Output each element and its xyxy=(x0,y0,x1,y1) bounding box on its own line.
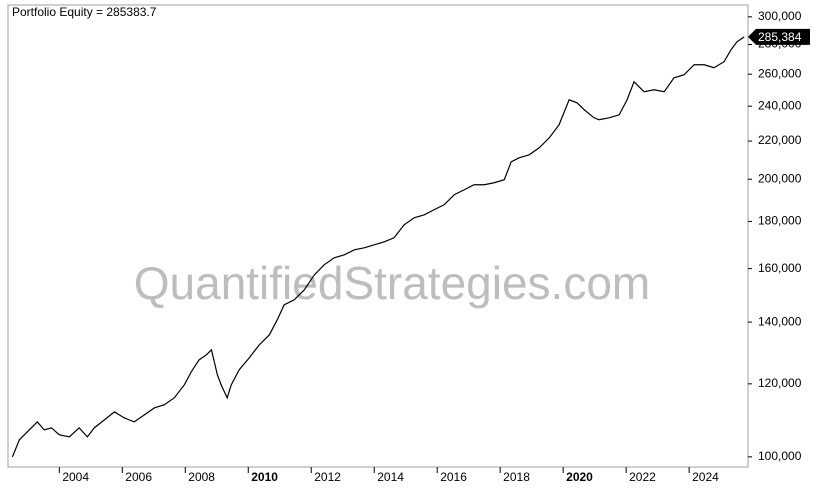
plot-frame xyxy=(7,4,749,468)
y-tick-label: 220,000 xyxy=(758,133,802,147)
y-tick-label: 120,000 xyxy=(758,376,802,390)
x-tick-label: 2006 xyxy=(125,470,152,484)
chart-title: Portfolio Equity = 285383.7 xyxy=(12,5,157,19)
last-value-box xyxy=(748,28,810,45)
x-tick-label: 2014 xyxy=(377,470,404,484)
y-tick-label: 180,000 xyxy=(758,214,802,228)
y-tick-label: 200,000 xyxy=(758,171,802,185)
y-tick-label: 140,000 xyxy=(758,314,802,328)
x-tick-label: 2004 xyxy=(62,470,89,484)
y-tick-label: 260,000 xyxy=(758,66,802,80)
last-value-label: 285,384 xyxy=(758,30,802,44)
y-tick-label: 160,000 xyxy=(758,261,802,275)
x-tick-label: 2010 xyxy=(251,470,278,484)
x-tick-label: 2020 xyxy=(566,470,593,484)
watermark: QuantifiedStrategies.com xyxy=(134,257,651,309)
equity-line xyxy=(11,36,745,458)
x-tick-label: 2012 xyxy=(314,470,341,484)
x-tick-label: 2022 xyxy=(629,470,656,484)
x-tick-label: 2018 xyxy=(503,470,530,484)
x-tick-label: 2008 xyxy=(188,470,215,484)
y-tick-label: 100,000 xyxy=(758,449,802,463)
x-tick-label: 2024 xyxy=(692,470,719,484)
y-tick-label: 300,000 xyxy=(758,9,802,23)
y-tick-label: 240,000 xyxy=(758,98,802,112)
x-tick-label: 2016 xyxy=(440,470,467,484)
